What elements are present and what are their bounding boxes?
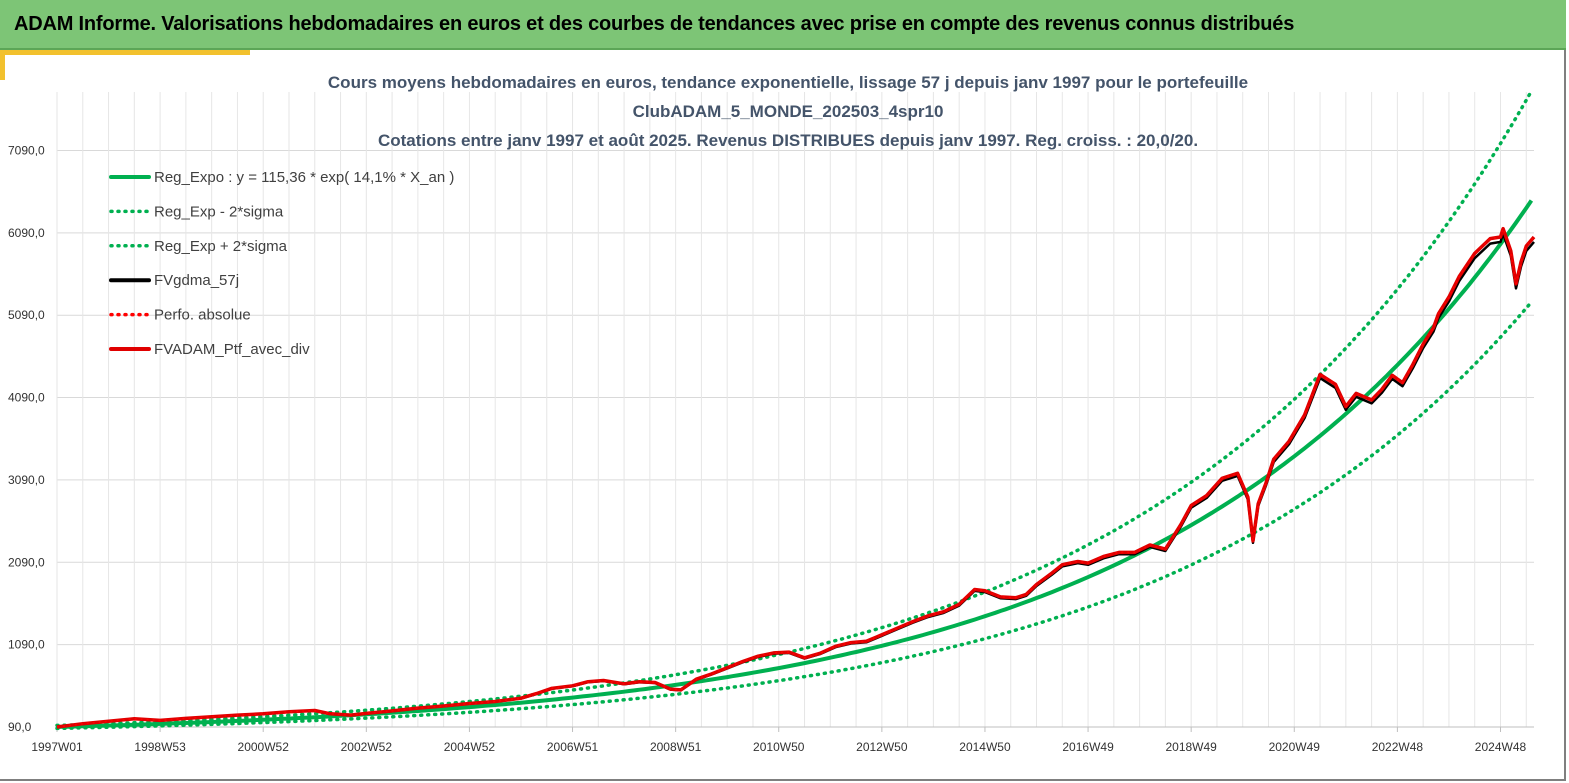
y-tick-label: 5090,0: [8, 308, 45, 322]
legend-label-reg_plus: Reg_Exp + 2*sigma: [154, 238, 288, 255]
chart-title-line-1: Cours moyens hebdomadaires en euros, ten…: [328, 73, 1248, 92]
x-tick-label: 1998W53: [134, 740, 186, 754]
series-reg-plus-2sigma: [55, 89, 1534, 728]
series: [55, 89, 1536, 731]
legend-label-reg_expo: Reg_Expo : y = 115,36 * exp( 14,1% * X_a…: [154, 169, 454, 186]
y-tick-label: 2090,0: [8, 555, 45, 569]
y-tick-label: 90,0: [8, 720, 32, 734]
header-banner: ADAM Informe. Valorisations hebdomadaire…: [0, 0, 1566, 50]
x-tick-label: 2018W49: [1165, 740, 1217, 754]
chart-title-line-3: Cotations entre janv 1997 et août 2025. …: [378, 131, 1198, 150]
x-tick-label: 2008W51: [650, 740, 702, 754]
series-reg-minus-2sigma: [55, 300, 1534, 731]
y-tick-label: 6090,0: [8, 226, 45, 240]
x-tick-label: 2014W50: [959, 740, 1011, 754]
y-tick-label: 7090,0: [8, 143, 45, 157]
series-reg-expo: [56, 199, 1534, 729]
x-tick-label: 1997W01: [31, 740, 83, 754]
x-tick-label: 2012W50: [856, 740, 908, 754]
chart-title-line-2: ClubADAM_5_MONDE_202503_4spr10: [633, 102, 944, 121]
y-axis: 90,0 1090,0 2090,0 3090,0 4090,0 5090,0 6090,0…: [8, 143, 45, 734]
series-fvadam-ptf: [56, 226, 1536, 729]
accent-left: [0, 50, 5, 80]
legend-label-perfo: Perfo. absolue: [154, 307, 251, 324]
x-tick-label: 2016W49: [1062, 740, 1114, 754]
x-tick-label: 2000W52: [238, 740, 290, 754]
legend-label-reg_minus: Reg_Exp - 2*sigma: [154, 203, 284, 220]
y-tick-label: 1090,0: [8, 638, 45, 652]
x-tick-label: 2002W52: [341, 740, 393, 754]
legend-label-fvadam: FVADAM_Ptf_avec_div: [154, 341, 310, 358]
x-tick-label: 2006W51: [547, 740, 599, 754]
x-tick-label: 2020W49: [1269, 740, 1321, 754]
accent-bar: [0, 50, 250, 55]
legend: Reg_Expo : y = 115,36 * exp( 14,1% * X_a…: [109, 169, 454, 358]
y-tick-label: 3090,0: [8, 473, 45, 487]
page-title: ADAM Informe. Valorisations hebdomadaire…: [14, 13, 1295, 35]
x-tick-label: 2022W48: [1372, 740, 1424, 754]
x-axis: 1997W01 1998W53 2000W52 2002W52 2004W52 2006W…: [31, 726, 1534, 754]
x-tick-label: 2024W48: [1475, 740, 1527, 754]
legend-label-fvgdma: FVgdma_57j: [154, 272, 239, 289]
x-tick-label: 2004W52: [444, 740, 496, 754]
y-tick-label: 4090,0: [8, 391, 45, 405]
x-tick-label: 2010W50: [753, 740, 805, 754]
chart-title: Cours moyens hebdomadaires en euros, ten…: [328, 73, 1248, 150]
grid: [56, 92, 1534, 728]
